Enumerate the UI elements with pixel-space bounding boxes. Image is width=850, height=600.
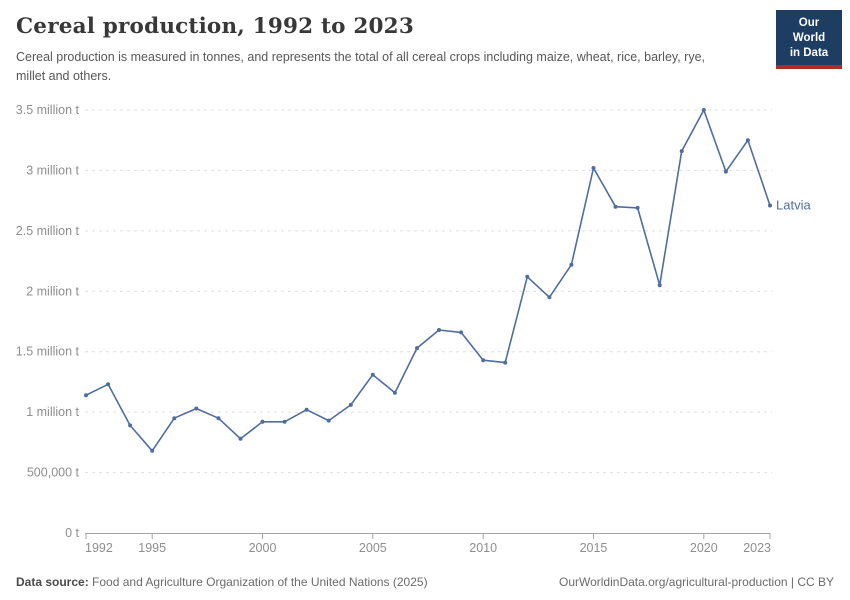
x-axis-tick-label: 2015 [580, 541, 608, 555]
data-point[interactable] [106, 382, 111, 387]
y-axis-tick-label: 1.5 million t [16, 345, 80, 359]
y-axis-tick-label: 2.5 million t [16, 224, 80, 238]
data-point[interactable] [525, 274, 530, 279]
data-source-label: Data source: [16, 575, 89, 589]
data-point[interactable] [613, 204, 618, 209]
data-point[interactable] [437, 328, 441, 332]
data-point[interactable] [238, 436, 243, 441]
data-point[interactable] [194, 406, 199, 411]
data-point[interactable] [304, 407, 309, 412]
owid-logo-line2: in Data [789, 46, 829, 59]
y-axis-tick-label: 3.5 million t [16, 103, 80, 117]
data-point[interactable] [282, 419, 287, 424]
data-source-text: Data source: Food and Agriculture Organi… [16, 575, 428, 589]
data-point[interactable] [591, 166, 596, 170]
data-point[interactable] [657, 283, 662, 288]
data-point[interactable] [459, 330, 464, 335]
data-point[interactable] [84, 393, 88, 398]
y-axis-tick-label: 0 t [65, 526, 79, 540]
data-point[interactable] [370, 372, 375, 377]
chart-subtitle: Cereal production is measured in tonnes,… [16, 50, 706, 83]
data-point[interactable] [569, 262, 574, 267]
y-axis-tick-label: 3 million t [26, 163, 79, 177]
owid-url-link[interactable]: OurWorldinData.org/agricultural-producti… [558, 575, 834, 589]
x-axis-tick-label: 2020 [690, 541, 718, 555]
data-point[interactable] [348, 402, 353, 407]
x-axis-tick-label: 2010 [469, 541, 497, 555]
chart-footer: Data source: Food and Agriculture Organi… [16, 575, 834, 589]
data-point[interactable] [679, 149, 684, 154]
data-point[interactable] [723, 169, 728, 174]
data-point[interactable] [701, 108, 706, 112]
data-point[interactable] [745, 138, 750, 143]
y-axis-tick-label: 1 million t [26, 405, 79, 419]
x-axis-tick-label: 2000 [249, 541, 277, 555]
x-axis-tick-label: 1995 [138, 541, 166, 555]
data-point[interactable] [392, 390, 397, 395]
data-point[interactable] [150, 448, 155, 453]
x-axis-tick-label: 2005 [359, 541, 387, 555]
owid-logo-line1: Our World [792, 17, 826, 44]
x-axis-tick-label: 1992 [85, 541, 113, 555]
data-point[interactable] [547, 295, 552, 300]
data-point[interactable] [635, 205, 640, 210]
y-axis-tick-label: 500,000 t [27, 466, 80, 480]
data-point[interactable] [172, 416, 177, 421]
data-point[interactable] [128, 423, 133, 428]
data-point[interactable] [216, 416, 221, 421]
owid-logo[interactable]: Our World in Data [776, 10, 842, 69]
y-axis-tick-label: 2 million t [26, 284, 79, 298]
chart-header: Cereal production, 1992 to 2023 Cereal p… [16, 14, 758, 86]
data-point[interactable] [503, 360, 508, 365]
entity-label-latvia[interactable]: Latvia [776, 197, 811, 212]
data-point[interactable] [260, 419, 265, 424]
data-point[interactable] [326, 418, 331, 423]
data-point[interactable] [481, 358, 486, 363]
latvia-series-line [85, 109, 771, 452]
page-title: Cereal production, 1992 to 2023 [16, 14, 414, 39]
data-point[interactable] [415, 346, 419, 351]
data-source-value: Food and Agriculture Organization of the… [88, 575, 428, 589]
data-point[interactable] [768, 203, 772, 208]
x-axis-tick-label: 2023 [743, 541, 771, 555]
